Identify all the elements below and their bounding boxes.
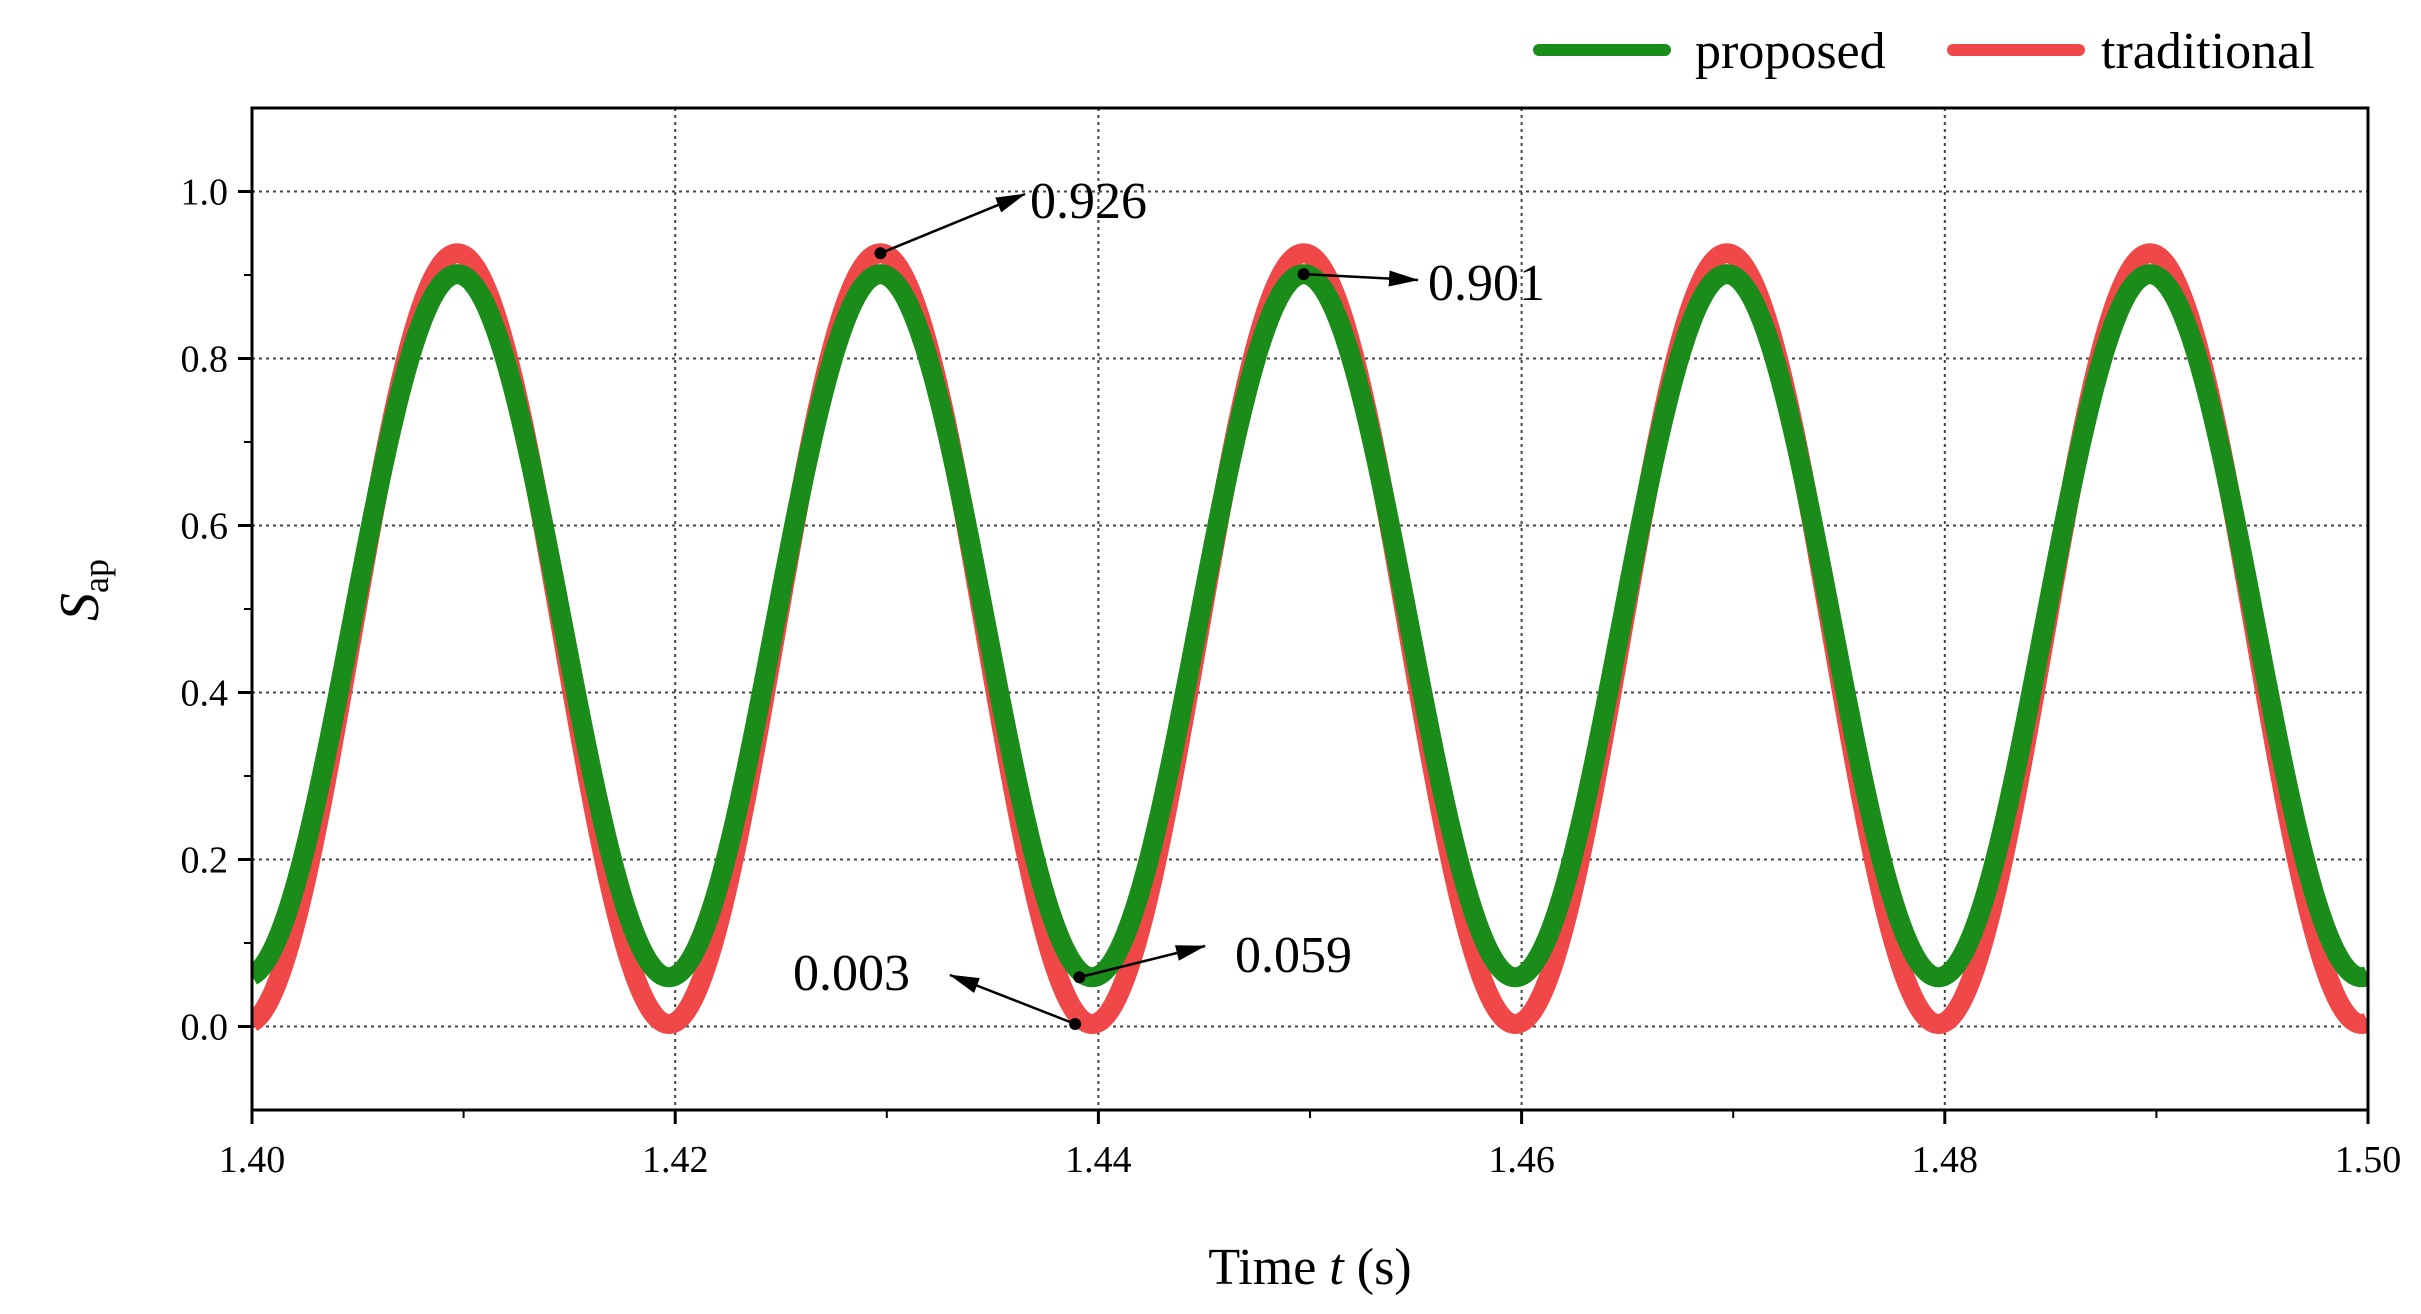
y-tick-label: 0.6 (181, 506, 229, 548)
y-axis-title: Sap (49, 559, 116, 621)
x-axis-title: Time t (s) (1208, 1239, 1411, 1296)
x-axis-title-suffix: (s) (1344, 1239, 1412, 1296)
annotation-arrow (1079, 944, 1206, 979)
x-tick-label: 1.46 (1488, 1139, 1555, 1181)
legend-label-proposed: proposed (1695, 23, 1886, 80)
y-axis-title-sub: ap (76, 559, 116, 593)
annotation-dot (1073, 971, 1086, 984)
annotation-label: 0.059 (1235, 927, 1352, 984)
y-tick-label: 0.4 (181, 673, 229, 715)
x-tick-label: 1.42 (642, 1139, 709, 1181)
axis-ticks: 1.40 1.42 1.44 1.46 1.48 1.50 0.0 0.2 0.4 0.6 0.8 1… (181, 172, 2402, 1182)
series-line-proposed (252, 264, 2368, 988)
annotation-arrow (949, 973, 1076, 1026)
annotation-label: 0.901 (1428, 255, 1545, 312)
y-tick-label: 0.8 (181, 339, 229, 381)
annotation-dot (1069, 1017, 1082, 1030)
annotation-dot (1297, 268, 1310, 281)
x-axis-title-var: t (1329, 1239, 1345, 1296)
x-axis-title-prefix: Time (1208, 1239, 1329, 1296)
y-tick-label: 1.0 (181, 172, 229, 214)
annotation-label: 0.003 (793, 945, 910, 1002)
y-tick-label: 0.2 (181, 840, 229, 882)
x-tick-label: 1.44 (1065, 1139, 1132, 1181)
y-tick-label: 0.0 (181, 1007, 229, 1049)
annotations: 0.926 0.901 0.003 0.059 (793, 173, 1545, 1030)
legend-label-traditional: traditional (2101, 23, 2315, 80)
annotation-label: 0.926 (1030, 173, 1147, 230)
x-tick-label: 1.48 (1912, 1139, 1979, 1181)
annotation-arrow (879, 192, 1026, 255)
x-tick-label: 1.40 (219, 1139, 286, 1181)
x-tick-label: 1.50 (2335, 1139, 2402, 1181)
y-axis-title-var: S (49, 593, 111, 621)
annotation-arrow (1303, 270, 1419, 287)
annotation-dot (874, 247, 887, 260)
legend: proposed traditional (1533, 23, 2315, 80)
series-group (252, 243, 2368, 1034)
